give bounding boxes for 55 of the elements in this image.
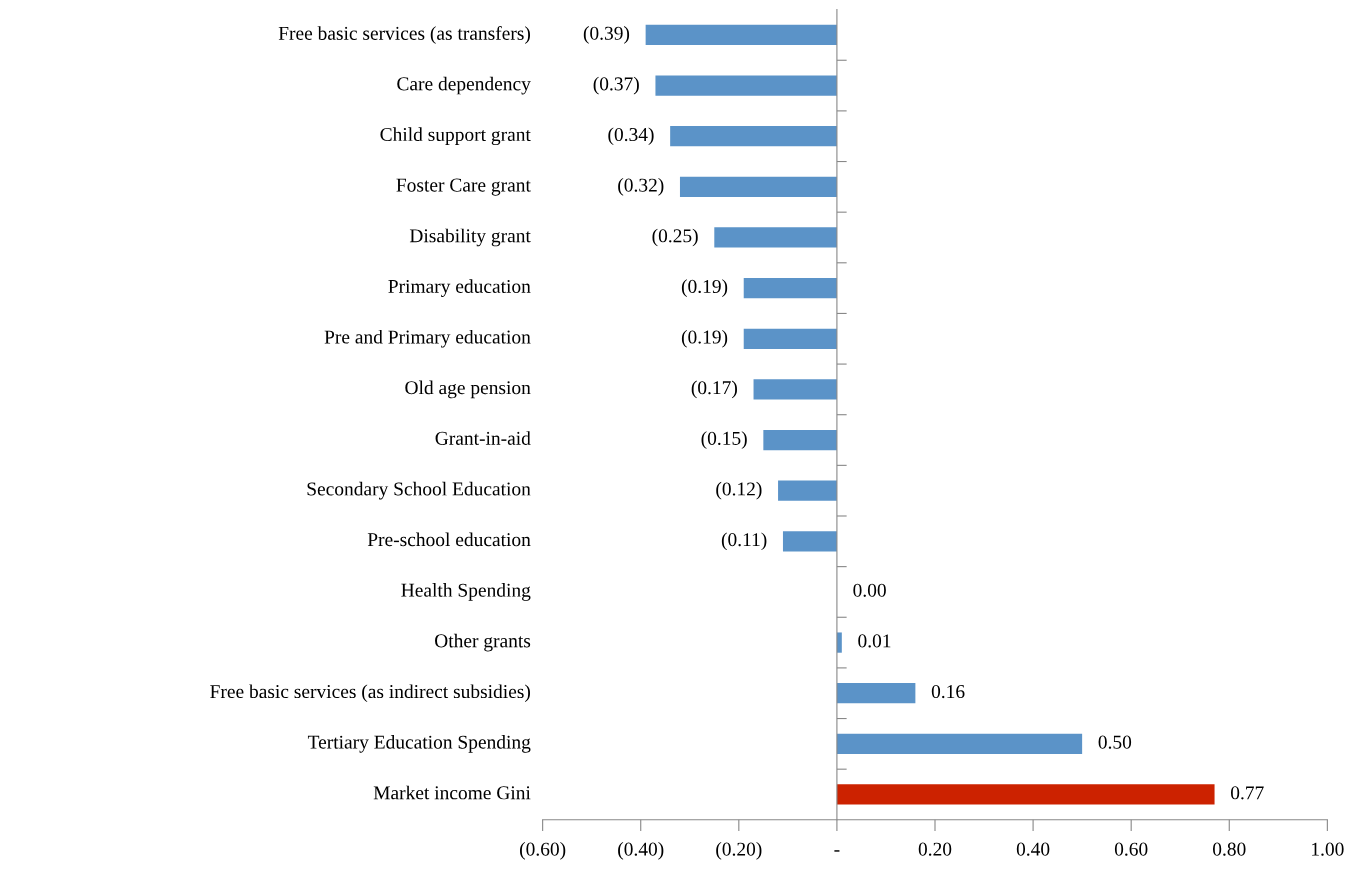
x-tick-label: - [834,850,840,852]
data-label: (0.12) [716,481,762,500]
bar [778,480,837,501]
data-label: 0.16 [931,684,965,699]
x-tick-label: (0.40) [618,842,664,860]
y-tick-label: Secondary School Education [307,481,531,500]
y-tick-label: Pre and Primary education [324,329,531,348]
y-tick-label: Primary education [388,279,531,297]
bar [782,531,837,552]
bar [836,683,916,704]
bar [679,176,837,197]
x-tick-label: 1.00 [1312,842,1344,856]
bar [645,24,837,46]
data-label: (0.11) [721,532,767,551]
data-label: 0.01 [858,634,891,648]
data-label: (0.19) [681,279,728,297]
data-label: (0.15) [701,431,747,449]
y-tick-label: Old age pension [405,380,531,399]
data-label: (0.39) [583,26,630,44]
x-tick-label: 0.20 [918,842,952,856]
y-tick-label: Grant-in-aid [435,431,531,445]
x-tick-label: (0.60) [520,842,566,860]
data-label: (0.37) [593,76,639,95]
y-tick-label: Care dependency [397,76,531,95]
y-tick-label: Free basic services (as transfers) [278,26,530,44]
y-tick-label: Market income Gini [373,785,531,800]
y-tick-label: Health Spending [401,583,531,601]
bar [743,328,837,349]
data-label: 0.00 [853,583,886,597]
bar [743,277,837,299]
data-label: (0.19) [681,329,728,348]
x-tick-label: 0.80 [1213,842,1246,856]
y-tick-label: Pre-school education [367,532,531,547]
bar [836,733,1083,754]
y-tick-label: Free basic services (as indirect subsidies) [210,684,530,703]
x-tick-label: 0.60 [1114,842,1148,856]
x-tick-label: 0.40 [1016,842,1050,856]
data-label: 0.50 [1098,735,1132,749]
y-tick-label: Child support grant [380,127,531,146]
data-label: (0.17) [691,380,737,399]
y-tick-label: Foster Care grant [396,178,531,196]
bar [714,227,837,248]
bar [763,429,837,451]
y-tick-label: Other grants [435,633,531,652]
bar [655,75,837,96]
data-label: (0.25) [652,228,698,247]
data-label: (0.34) [608,127,654,146]
y-tick-label: Disability grant [409,228,531,247]
y-tick-label: Tertiary Education Spending [307,735,531,753]
bar [753,379,837,400]
x-tick-label: (0.20) [716,842,762,860]
bar [670,126,837,147]
bar [836,784,1215,805]
data-label: 0.77 [1230,786,1264,800]
data-label: (0.32) [618,178,664,196]
